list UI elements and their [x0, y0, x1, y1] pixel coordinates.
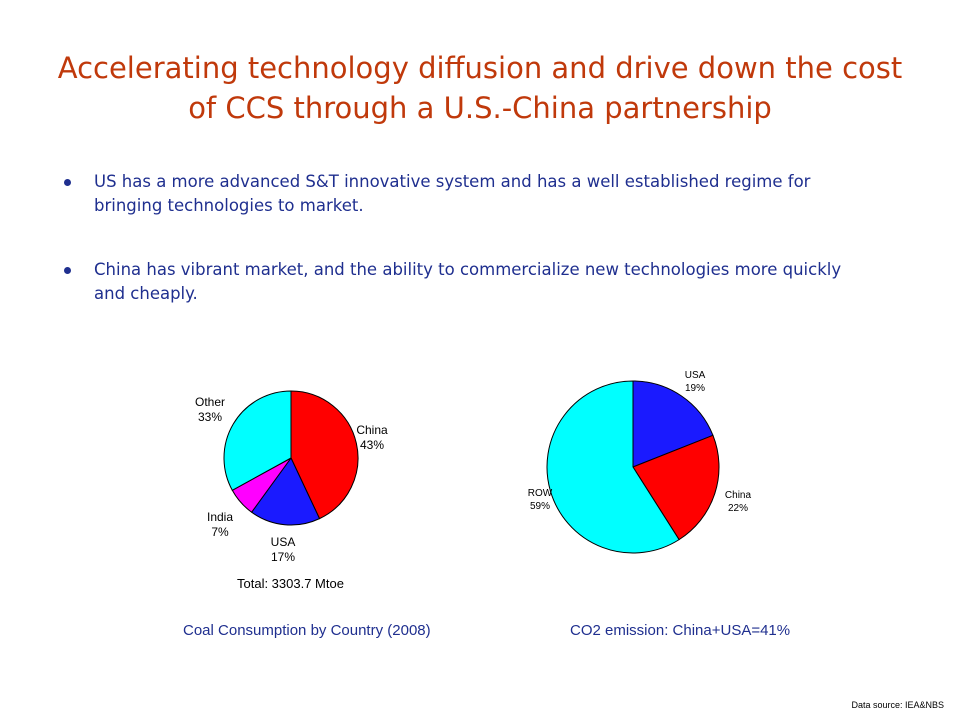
slice-name-label: Other: [195, 395, 225, 409]
slice-value-label: 43%: [360, 438, 384, 452]
bullet-item: China has vibrant market, and the abilit…: [64, 258, 864, 306]
bullet-text: US has a more advanced S&T innovative sy…: [94, 172, 811, 215]
bullet-text: China has vibrant market, and the abilit…: [94, 260, 842, 303]
bullet-item: US has a more advanced S&T innovative sy…: [64, 170, 864, 218]
bullet-dot-icon: [64, 179, 71, 186]
bullet-list: US has a more advanced S&T innovative sy…: [64, 170, 864, 346]
slice-name-label: ROW: [528, 488, 553, 499]
slice-name-label: China: [725, 490, 752, 501]
slice-name-label: China: [356, 423, 388, 437]
coal-chart-caption: Coal Consumption by Country (2008): [183, 622, 431, 639]
pie-slice-usa: [632, 380, 714, 468]
pie-slice-usa: [250, 457, 321, 526]
slice-value-label: 7%: [211, 525, 229, 539]
slide-title: Accelerating technology diffusion and dr…: [57, 51, 903, 125]
pie-slice-other: [223, 390, 292, 491]
co2-chart-caption: CO2 emission: China+USA=41%: [570, 622, 791, 639]
pie-slice-china: [290, 390, 359, 520]
slice-name-label: USA: [685, 370, 706, 381]
coal-total-label: Total: 3303.7 Mtoe: [237, 576, 344, 591]
bullet-dot-icon: [64, 267, 71, 274]
slice-value-label: 22%: [728, 503, 748, 514]
slice-value-label: 19%: [685, 383, 705, 394]
pie-slice-row: [546, 380, 680, 554]
slice-name-label: USA: [271, 535, 296, 549]
slice-value-label: 33%: [198, 410, 222, 424]
slice-value-label: 59%: [530, 501, 550, 512]
slice-value-label: 17%: [271, 550, 295, 564]
data-source: Data source: IEA&NBS: [851, 700, 944, 710]
pie-slice-china: [632, 434, 720, 541]
slice-name-label: India: [207, 510, 233, 524]
